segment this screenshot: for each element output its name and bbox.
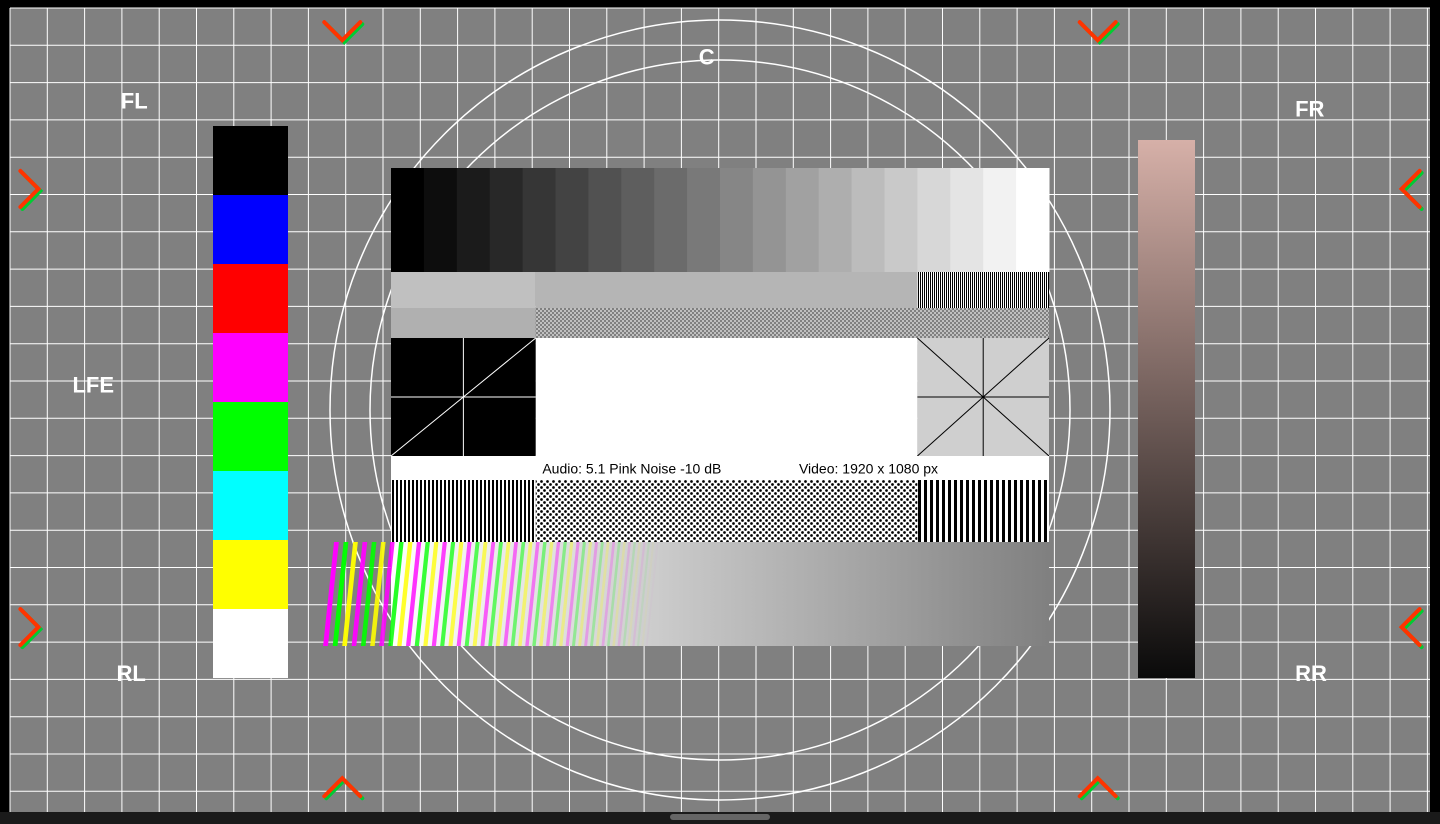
gray-step xyxy=(885,168,918,272)
info-audio: Audio: 5.1 Pink Noise -10 dB xyxy=(542,460,721,476)
gray-step xyxy=(983,168,1016,272)
gray-step xyxy=(457,168,490,272)
gray-step xyxy=(917,168,950,272)
color-swatch xyxy=(213,402,288,471)
gray-step xyxy=(720,168,753,272)
gray-step xyxy=(1016,168,1049,272)
pattern-segment xyxy=(391,480,536,542)
speaker-label-rl: RL xyxy=(117,661,146,686)
gray-step xyxy=(852,168,885,272)
bezel-indicator xyxy=(670,814,770,820)
gray-step xyxy=(950,168,983,272)
gray-step xyxy=(621,168,654,272)
gray-step xyxy=(523,168,556,272)
test-pattern: Audio: 5.1 Pink Noise -10 dB Video: 1920 … xyxy=(0,0,1440,824)
pattern-segment xyxy=(536,308,1049,338)
color-swatch xyxy=(213,333,288,402)
gray-step xyxy=(588,168,621,272)
gray-step xyxy=(391,168,424,272)
gray-step xyxy=(753,168,786,272)
color-bars xyxy=(213,126,288,678)
color-swatch xyxy=(213,609,288,678)
pattern-segment xyxy=(536,272,918,308)
speaker-label-lfe: LFE xyxy=(72,372,114,397)
gray-step xyxy=(490,168,523,272)
color-swatch xyxy=(213,471,288,540)
center-block: Audio: 5.1 Pink Noise -10 dB Video: 1920 … xyxy=(323,168,1049,646)
gray-step xyxy=(556,168,589,272)
geom-mid xyxy=(536,338,918,456)
color-swatch xyxy=(213,126,288,195)
speaker-label-c: C xyxy=(699,44,715,69)
info-video: Video: 1920 x 1080 px xyxy=(799,460,938,476)
pattern-segment xyxy=(917,272,1049,308)
speaker-label-rr: RR xyxy=(1295,661,1327,686)
pattern-segment xyxy=(391,272,536,308)
pattern-segment xyxy=(536,480,918,542)
gray-step xyxy=(687,168,720,272)
gray-step xyxy=(819,168,852,272)
color-swatch xyxy=(213,264,288,333)
pattern-segment xyxy=(391,308,536,338)
color-swatch xyxy=(213,195,288,264)
skin-ramp xyxy=(1138,140,1195,678)
pattern-segment xyxy=(917,480,1049,542)
gray-step xyxy=(786,168,819,272)
gray-step xyxy=(424,168,457,272)
speaker-label-fr: FR xyxy=(1295,97,1324,122)
speaker-label-fl: FL xyxy=(121,89,148,114)
gray-step xyxy=(654,168,687,272)
color-swatch xyxy=(213,540,288,609)
